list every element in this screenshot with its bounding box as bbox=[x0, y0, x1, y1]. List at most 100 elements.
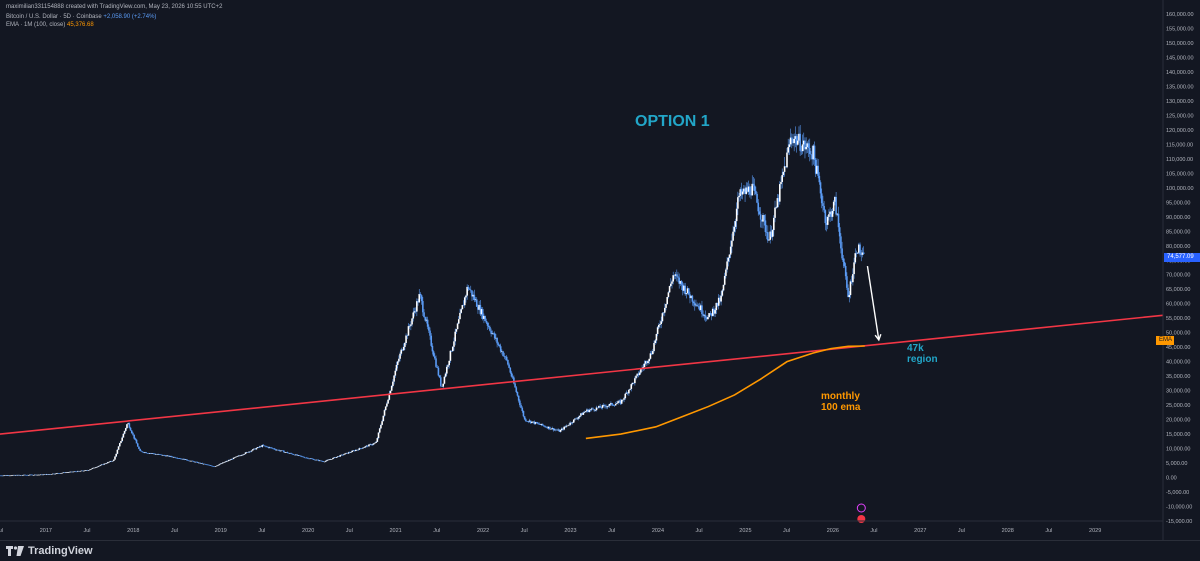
candle-body bbox=[503, 356, 506, 357]
candle-body bbox=[241, 454, 243, 456]
candle-body bbox=[486, 322, 489, 326]
candle-body bbox=[643, 363, 646, 368]
candle-body bbox=[235, 456, 237, 458]
candle-body bbox=[121, 437, 123, 441]
candle-body bbox=[101, 464, 103, 466]
candle-body bbox=[376, 438, 379, 442]
candle-body bbox=[668, 286, 671, 293]
candle-body bbox=[115, 453, 117, 457]
candle-body bbox=[23, 474, 25, 476]
candle-body bbox=[684, 285, 686, 295]
candle-body bbox=[0, 475, 2, 477]
candle-body bbox=[489, 326, 491, 331]
candle-body bbox=[447, 365, 449, 367]
candle-body bbox=[806, 143, 809, 148]
candle-body bbox=[348, 452, 351, 453]
candle-body bbox=[272, 448, 274, 449]
candle-body bbox=[432, 351, 435, 357]
candle-body bbox=[108, 461, 110, 463]
candle-body bbox=[599, 405, 601, 408]
candle-body bbox=[744, 188, 746, 194]
candle-body bbox=[629, 388, 631, 390]
candle-body bbox=[244, 452, 247, 454]
candle-body bbox=[731, 240, 733, 247]
candle-body bbox=[654, 340, 657, 344]
symbol-legend[interactable]: Bitcoin / U.S. Dollar · 5D · Coinbase +2… bbox=[6, 13, 156, 21]
candle-body bbox=[586, 409, 588, 412]
candle-body bbox=[292, 454, 295, 455]
time-tick-label: 2017 bbox=[40, 528, 52, 534]
candle-body bbox=[304, 457, 307, 459]
candle-body bbox=[347, 452, 350, 454]
candle-body bbox=[733, 226, 736, 232]
candle-body bbox=[301, 456, 303, 457]
current-price-tag: 74,577.09 bbox=[1164, 253, 1200, 262]
candle-body bbox=[453, 341, 455, 347]
tradingview-logo[interactable]: TradingView bbox=[6, 545, 93, 557]
candle-body bbox=[87, 470, 90, 471]
candle-body bbox=[399, 353, 401, 359]
candle-body bbox=[474, 299, 477, 301]
candle-body bbox=[862, 252, 865, 254]
candle-body bbox=[820, 193, 823, 204]
candle-body bbox=[360, 448, 363, 449]
candle-body bbox=[277, 449, 279, 451]
candle-body bbox=[189, 460, 192, 462]
candle-body bbox=[395, 364, 398, 371]
candle-body bbox=[835, 196, 837, 215]
candle-body bbox=[667, 292, 670, 298]
candle-body bbox=[247, 452, 249, 453]
candle-body bbox=[572, 419, 575, 423]
time-tick-label: 2019 bbox=[215, 528, 227, 534]
candle-body bbox=[538, 423, 540, 425]
symbol-name: Bitcoin / U.S. Dollar · 5D · Coinbase bbox=[6, 14, 102, 20]
candle-body bbox=[383, 410, 386, 416]
candle-body bbox=[60, 473, 62, 474]
candle-body bbox=[126, 424, 128, 429]
candle-body bbox=[243, 453, 246, 455]
candle-body bbox=[707, 316, 709, 320]
price-tick-label: 70,000.00 bbox=[1166, 273, 1190, 279]
candle-body bbox=[220, 463, 223, 464]
ema-name: EMA · 1M (100, close) bbox=[6, 22, 66, 28]
candle-body bbox=[42, 474, 44, 476]
candle-body bbox=[850, 281, 853, 283]
candle-body bbox=[529, 420, 532, 423]
candle-body bbox=[660, 321, 663, 324]
candle-body bbox=[725, 269, 727, 276]
candle-body bbox=[162, 455, 164, 456]
candle-body bbox=[787, 147, 789, 153]
time-tick-label: Jul bbox=[346, 528, 353, 534]
candle-body bbox=[780, 181, 782, 185]
candle-body bbox=[459, 312, 461, 320]
ema-legend[interactable]: EMA · 1M (100, close) 45,376.68 bbox=[6, 21, 94, 29]
candle-body bbox=[204, 463, 206, 465]
candle-body bbox=[17, 474, 19, 476]
candle-body bbox=[670, 283, 672, 287]
candle-body bbox=[229, 459, 231, 461]
candle-body bbox=[638, 372, 641, 376]
candle-body bbox=[497, 343, 500, 345]
candle-body bbox=[804, 140, 806, 150]
candle-body bbox=[366, 445, 369, 447]
candle-body bbox=[183, 458, 186, 460]
price-tick-label: 115,000.00 bbox=[1166, 142, 1193, 148]
candle-body bbox=[363, 447, 365, 448]
candle-body bbox=[54, 473, 56, 475]
candle-body bbox=[188, 460, 191, 462]
candle-body bbox=[532, 421, 534, 423]
time-tick-label: 2021 bbox=[389, 528, 401, 534]
candle-body bbox=[594, 410, 597, 411]
candle-body bbox=[38, 474, 41, 476]
candle-body bbox=[145, 452, 147, 454]
candle-body bbox=[426, 319, 429, 327]
time-tick-label: 2029 bbox=[1089, 528, 1101, 534]
candle-body bbox=[840, 236, 842, 249]
candle-body bbox=[80, 470, 83, 472]
candle-body bbox=[755, 190, 757, 194]
candle-body bbox=[467, 286, 470, 290]
candle-body bbox=[628, 389, 630, 394]
candle-body bbox=[829, 211, 831, 215]
price-tick-label: 65,000.00 bbox=[1166, 287, 1190, 293]
